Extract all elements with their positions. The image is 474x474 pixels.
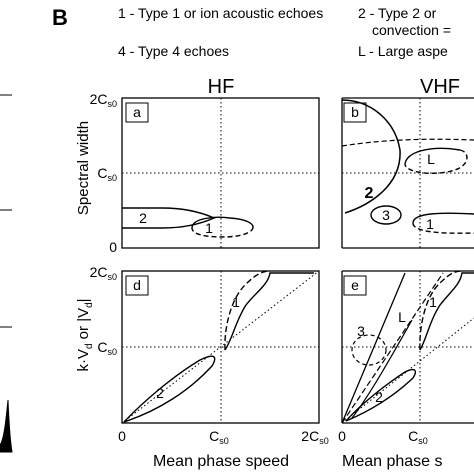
panel-b-region-L: L	[427, 151, 435, 167]
panel-a-region-1: 1	[205, 220, 213, 236]
panel-d-letter: d	[133, 277, 141, 293]
panel-d-region-2: 2	[156, 385, 164, 401]
column-title-vhf: VHF	[420, 76, 460, 98]
left-edge-fragment	[0, 94, 13, 453]
svg-text:2Cs0: 2Cs0	[301, 428, 328, 446]
panel-b-region-3: 3	[382, 207, 390, 223]
svg-text:2Cs0: 2Cs0	[90, 91, 117, 109]
svg-text:Cs0: Cs0	[209, 428, 229, 446]
svg-text:0: 0	[118, 428, 126, 444]
panel-b-region-2: 2	[365, 185, 374, 202]
panel-b: b 2 L 3 1	[341, 97, 474, 249]
panel-a-region-2: 2	[139, 210, 147, 226]
svg-text:Cs0: Cs0	[97, 165, 117, 183]
panel-d: d 1 2	[121, 270, 320, 424]
svg-text:0: 0	[109, 239, 117, 255]
x-label-left: Mean phase speed	[153, 453, 289, 470]
legend-item-4: 4 - Type 4 echoes	[118, 43, 229, 59]
panel-e: e L 3 1 2	[341, 270, 474, 424]
svg-text:0: 0	[338, 428, 346, 444]
legend-item-2: 2 - Type 2 or	[358, 5, 437, 21]
panel-a: a 2 1	[121, 97, 320, 249]
y-label-kvd: k·Vd or |Vd|	[75, 298, 95, 371]
panel-e-region-L: L	[398, 309, 406, 325]
panel-b-region-1: 1	[426, 216, 434, 232]
svg-text:Cs0: Cs0	[408, 428, 428, 446]
x-ticks-right: 0 Cs0	[338, 428, 428, 446]
svg-text:2Cs0: 2Cs0	[90, 264, 117, 282]
panel-e-region-1: 1	[429, 294, 437, 310]
panel-e-letter: e	[351, 277, 359, 293]
panel-a-letter: a	[133, 104, 141, 120]
y-ticks-bottom: 2Cs0 Cs0	[90, 264, 117, 357]
svg-text:Cs0: Cs0	[97, 339, 117, 357]
panel-b-letter: b	[351, 104, 359, 120]
panel-d-region-1: 1	[232, 294, 240, 310]
x-ticks-left: 0 Cs0 2Cs0	[118, 428, 329, 446]
section-label: B	[52, 5, 68, 30]
y-ticks-top: 2Cs0 Cs0 0	[90, 91, 118, 255]
y-label-spectral-width: Spectral width	[75, 121, 92, 215]
legend-item-L: L - Large aspe	[358, 43, 448, 59]
legend-item-1: 1 - Type 1 or ion acoustic echoes	[118, 5, 323, 21]
x-label-right: Mean phase s	[342, 453, 443, 470]
legend-item-2b: convection =	[372, 22, 451, 38]
panel-e-region-3: 3	[357, 323, 365, 339]
panel-e-region-2: 2	[375, 389, 383, 405]
column-title-hf: HF	[208, 76, 235, 98]
